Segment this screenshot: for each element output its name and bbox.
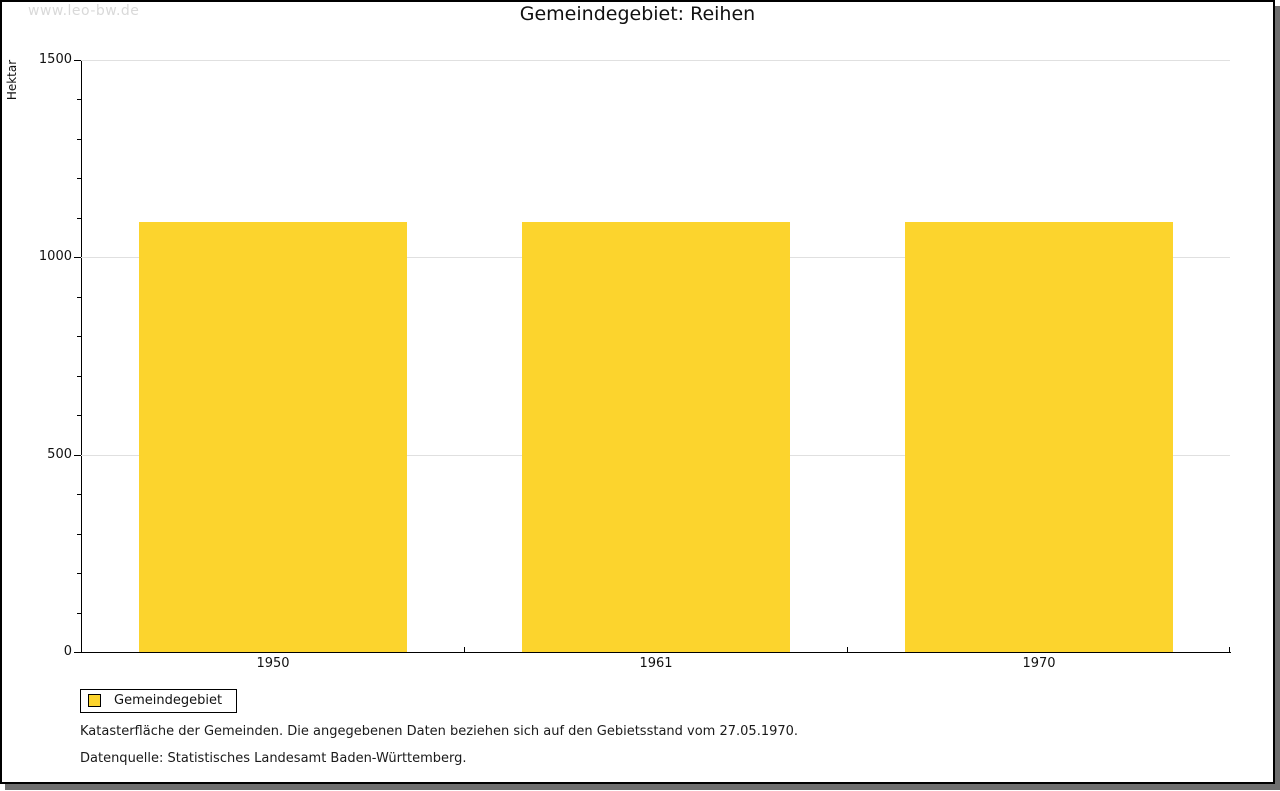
y-tick-label: 0: [63, 644, 72, 659]
bar-1961: [522, 222, 790, 652]
y-minor-tick: [77, 573, 81, 574]
bar-1970: [905, 222, 1173, 652]
x-tick-label: 1970: [1022, 656, 1056, 671]
legend-swatch-icon: [88, 694, 101, 707]
x-group-tick: [847, 647, 848, 652]
y-tick-label: 1000: [38, 249, 72, 264]
y-minor-tick: [77, 139, 81, 140]
footnote-line: Katasterfläche der Gemeinden. Die angege…: [80, 724, 799, 739]
y-axis-line: [81, 60, 82, 653]
y-tick-label: 500: [47, 447, 72, 462]
y-minor-tick: [77, 178, 81, 179]
x-axis-line: [81, 652, 1231, 653]
y-minor-tick: [77, 297, 81, 298]
x-tick-label: 1961: [639, 656, 673, 671]
y-minor-tick: [77, 415, 81, 416]
y-major-tick: [74, 60, 81, 61]
y-major-tick: [74, 455, 81, 456]
x-end-tick: [1229, 647, 1230, 652]
bar-1950: [139, 222, 407, 652]
y-major-tick: [74, 652, 81, 653]
y-minor-tick: [77, 376, 81, 377]
y-minor-tick: [77, 613, 81, 614]
x-group-tick: [464, 647, 465, 652]
y-minor-tick: [77, 336, 81, 337]
legend: Gemeindegebiet: [80, 689, 238, 713]
y-minor-tick: [77, 494, 81, 495]
y-minor-tick: [77, 218, 81, 219]
x-tick-label: 1950: [256, 656, 290, 671]
gridline: [81, 60, 1230, 61]
y-major-tick: [74, 257, 81, 258]
y-minor-tick: [77, 99, 81, 100]
y-tick-label: 1500: [38, 52, 72, 67]
chart-title: Gemeindegebiet: Reihen: [519, 3, 756, 25]
legend-label: Gemeindegebiet: [114, 693, 223, 708]
footnote-line: Datenquelle: Statistisches Landesamt Bad…: [80, 751, 467, 766]
y-minor-tick: [77, 534, 81, 535]
watermark: www.leo-bw.de: [28, 3, 140, 19]
